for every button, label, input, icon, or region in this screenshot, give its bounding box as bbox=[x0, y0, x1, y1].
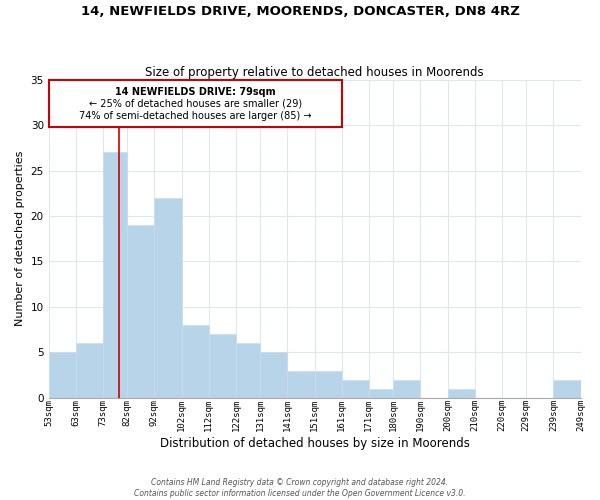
Bar bbox=[287, 370, 314, 398]
Bar bbox=[260, 352, 287, 398]
Bar bbox=[127, 225, 154, 398]
Text: 14, NEWFIELDS DRIVE, MOORENDS, DONCASTER, DN8 4RZ: 14, NEWFIELDS DRIVE, MOORENDS, DONCASTER… bbox=[80, 5, 520, 18]
Text: ← 25% of detached houses are smaller (29): ← 25% of detached houses are smaller (29… bbox=[89, 99, 302, 109]
Bar bbox=[236, 344, 260, 398]
Bar bbox=[393, 380, 421, 398]
Title: Size of property relative to detached houses in Moorends: Size of property relative to detached ho… bbox=[145, 66, 484, 78]
Bar bbox=[103, 152, 127, 398]
Text: 74% of semi-detached houses are larger (85) →: 74% of semi-detached houses are larger (… bbox=[79, 110, 311, 120]
Bar bbox=[182, 325, 209, 398]
FancyBboxPatch shape bbox=[49, 80, 342, 127]
Bar bbox=[49, 352, 76, 398]
Bar bbox=[369, 388, 393, 398]
Text: 14 NEWFIELDS DRIVE: 79sqm: 14 NEWFIELDS DRIVE: 79sqm bbox=[115, 87, 275, 97]
X-axis label: Distribution of detached houses by size in Moorends: Distribution of detached houses by size … bbox=[160, 437, 470, 450]
Text: Contains HM Land Registry data © Crown copyright and database right 2024.
Contai: Contains HM Land Registry data © Crown c… bbox=[134, 478, 466, 498]
Bar bbox=[448, 388, 475, 398]
Bar bbox=[209, 334, 236, 398]
Bar bbox=[342, 380, 369, 398]
Bar bbox=[154, 198, 182, 398]
Y-axis label: Number of detached properties: Number of detached properties bbox=[15, 151, 25, 326]
Bar bbox=[76, 344, 103, 398]
Bar bbox=[553, 380, 581, 398]
Bar bbox=[314, 370, 342, 398]
